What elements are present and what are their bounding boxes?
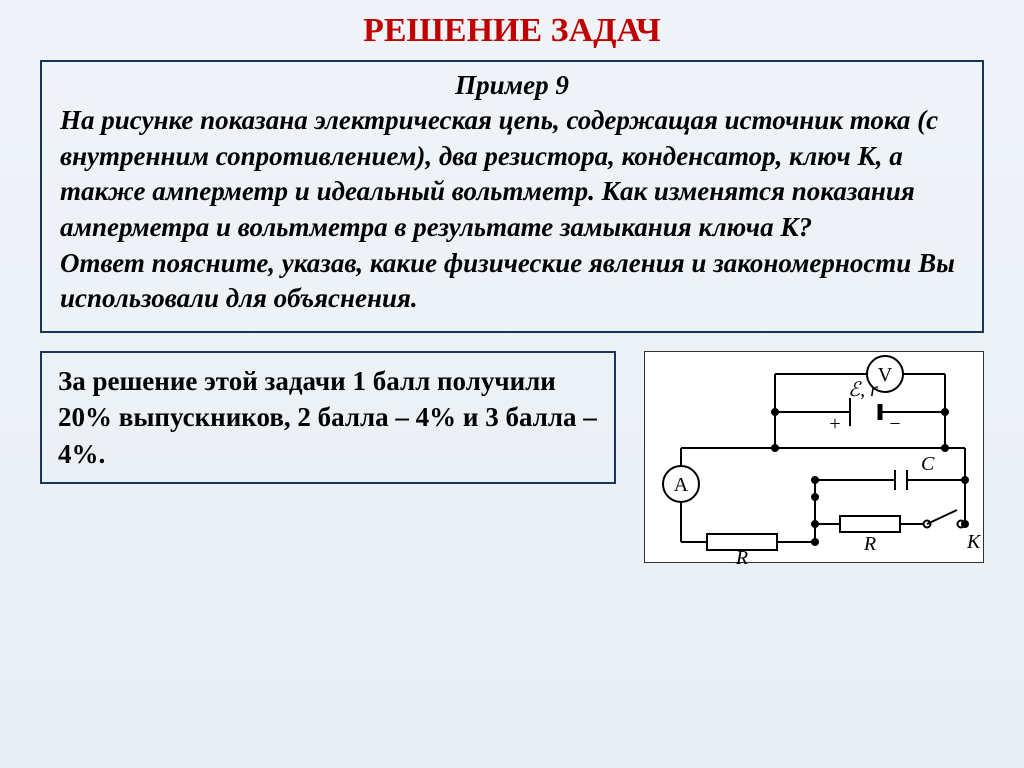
resistor2-label: R [863,533,876,555]
ammeter-label: A [674,474,689,496]
plus-label: + [829,413,840,435]
problem-body: На рисунке показана электрическая цепь, … [60,105,938,242]
page-title: РЕШЕНИЕ ЗАДАЧ [40,12,984,50]
resistor1-label: R [735,547,748,564]
answer-prompt: Ответ поясните, указав, какие физические… [60,248,955,314]
circuit-diagram: V ℰ, r + − [644,351,984,563]
example-label: Пример 9 [60,70,964,101]
problem-box: Пример 9 На рисунке показана электрическ… [40,60,984,333]
minus-label: − [889,413,900,435]
capacitor-label: C [921,453,935,475]
switch-label: K [966,531,982,553]
emf-label: ℰ, r [848,379,878,401]
stats-box: За решение этой задачи 1 балл получили 2… [40,351,616,484]
problem-text: На рисунке показана электрическая цепь, … [60,103,964,317]
voltmeter-label: V [878,364,893,386]
bottom-row: За решение этой задачи 1 балл получили 2… [40,351,984,563]
